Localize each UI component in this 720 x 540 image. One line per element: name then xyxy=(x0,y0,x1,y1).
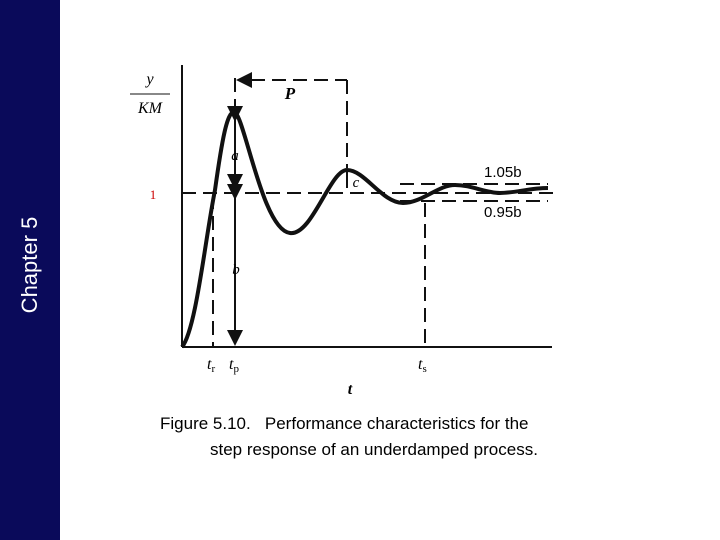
peak-time-label: tp xyxy=(229,356,239,375)
period-label: P xyxy=(284,84,296,103)
caption-line: Figure 5.10. Performance characteristics… xyxy=(160,414,529,433)
final-value-label: b xyxy=(232,262,240,278)
response-curve xyxy=(180,109,549,349)
rise-time-label: tr xyxy=(207,356,215,375)
upper-band-label: 1.05b xyxy=(484,164,522,181)
lower-band-label: 0.95b xyxy=(484,204,522,221)
steady-value: 1 xyxy=(150,187,157,202)
y-label-den: KM xyxy=(137,100,164,117)
caption-line: step response of an underdamped process. xyxy=(210,440,538,459)
second-peak-label: c xyxy=(353,175,360,191)
overshoot-label: a xyxy=(231,148,239,164)
settling-time-label: ts xyxy=(418,356,427,375)
y-label-num: y xyxy=(144,71,154,88)
x-label: t xyxy=(348,381,353,398)
sidebar: Chapter 5 xyxy=(0,0,60,540)
